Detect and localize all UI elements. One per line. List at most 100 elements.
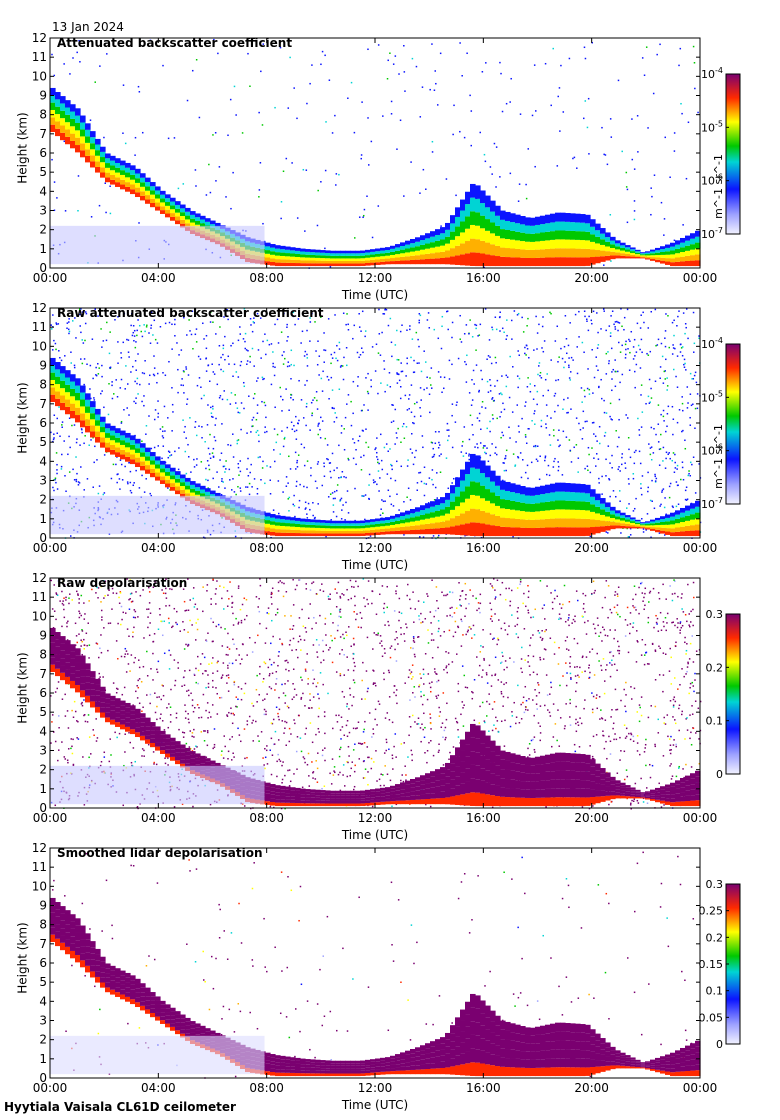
noise-pixel <box>286 705 289 708</box>
noise-pixel <box>200 461 203 463</box>
noise-pixel <box>225 468 227 470</box>
noise-pixel <box>558 445 560 448</box>
layer-cell <box>525 487 531 496</box>
layer-cell <box>485 465 491 478</box>
noise-pixel <box>468 438 471 441</box>
noise-pixel <box>171 323 173 326</box>
layer-cell <box>110 160 116 166</box>
layer-cell <box>365 257 371 261</box>
noise-pixel <box>249 318 252 320</box>
noise-pixel <box>253 365 255 367</box>
noise-pixel <box>159 428 162 430</box>
noise-pixel <box>477 335 479 337</box>
layer-cell <box>355 260 361 264</box>
noise-pixel <box>116 473 118 476</box>
layer-cell <box>110 425 116 431</box>
noise-pixel <box>288 670 290 672</box>
noise-pixel <box>505 385 508 388</box>
noise-pixel <box>119 387 122 389</box>
noise-pixel <box>119 488 121 490</box>
layer-cell <box>400 260 406 265</box>
noise-pixel <box>444 726 447 729</box>
layer-cell <box>415 507 421 512</box>
noise-pixel <box>295 415 297 418</box>
layer-cell <box>200 493 206 497</box>
noise-pixel <box>203 730 205 732</box>
noise-pixel <box>305 507 307 509</box>
colorbar-tick-label: 10-4 <box>701 336 723 351</box>
noise-pixel <box>174 450 176 453</box>
noise-pixel <box>316 363 319 366</box>
layer-cell <box>110 435 116 441</box>
layer-cell <box>585 240 591 249</box>
noise-pixel <box>446 593 449 596</box>
layer-cell <box>405 522 411 527</box>
layer-cell <box>280 245 286 250</box>
noise-pixel <box>260 479 262 481</box>
noise-pixel <box>239 326 241 328</box>
noise-pixel <box>178 354 180 356</box>
noise-pixel <box>373 481 375 484</box>
layer-cell <box>295 260 301 264</box>
layer-cell <box>385 261 391 265</box>
noise-pixel <box>248 482 251 485</box>
noise-pixel <box>609 675 612 678</box>
noise-pixel <box>524 471 527 474</box>
noise-pixel <box>681 346 684 348</box>
noise-pixel <box>433 499 436 501</box>
layer-cell <box>275 525 281 530</box>
layer-cell <box>310 533 316 537</box>
layer-cell <box>405 248 411 253</box>
layer-cell <box>155 476 161 481</box>
noise-pixel <box>237 411 239 414</box>
noise-pixel <box>284 615 286 617</box>
layer-cell <box>555 491 561 501</box>
noise-pixel <box>428 393 431 396</box>
layer-cell <box>520 511 526 520</box>
noise-pixel <box>363 597 365 599</box>
layer-cell <box>440 245 446 252</box>
noise-pixel <box>410 356 412 359</box>
noise-pixel <box>368 498 371 500</box>
noise-pixel <box>209 380 211 382</box>
noise-pixel <box>675 375 677 378</box>
noise-pixel <box>281 430 283 432</box>
noise-pixel <box>255 431 257 434</box>
noise-pixel <box>317 461 320 463</box>
noise-pixel <box>133 335 136 337</box>
noise-pixel <box>537 373 539 376</box>
noise-pixel <box>501 110 504 113</box>
noise-pixel <box>674 461 676 464</box>
noise-pixel <box>340 364 343 367</box>
noise-pixel <box>360 626 362 629</box>
layer-cell <box>290 250 296 254</box>
noise-pixel <box>459 314 461 317</box>
layer-cell <box>545 223 551 232</box>
noise-pixel <box>459 338 461 340</box>
noise-pixel <box>492 638 494 641</box>
layer-cell <box>185 489 191 494</box>
noise-pixel <box>487 355 490 357</box>
layer-cell <box>545 493 551 502</box>
noise-pixel <box>420 612 422 615</box>
noise-pixel <box>283 351 285 353</box>
layer-cell <box>125 442 131 448</box>
noise-pixel <box>665 457 667 460</box>
layer-cell <box>65 122 71 130</box>
noise-pixel <box>201 426 203 428</box>
noise-pixel <box>583 46 586 49</box>
noise-pixel <box>419 387 422 389</box>
noise-pixel <box>640 426 643 428</box>
noise-pixel <box>306 353 308 356</box>
noise-pixel <box>286 365 289 368</box>
noise-pixel <box>476 443 478 445</box>
layer-cell <box>320 263 326 267</box>
layer-cell <box>480 253 486 267</box>
noise-pixel <box>361 742 364 745</box>
y-tick-label: 9 <box>39 359 47 373</box>
noise-pixel <box>672 368 675 371</box>
noise-pixel <box>111 384 113 387</box>
noise-pixel <box>376 458 379 461</box>
noise-pixel <box>608 360 610 362</box>
noise-pixel <box>132 331 135 334</box>
